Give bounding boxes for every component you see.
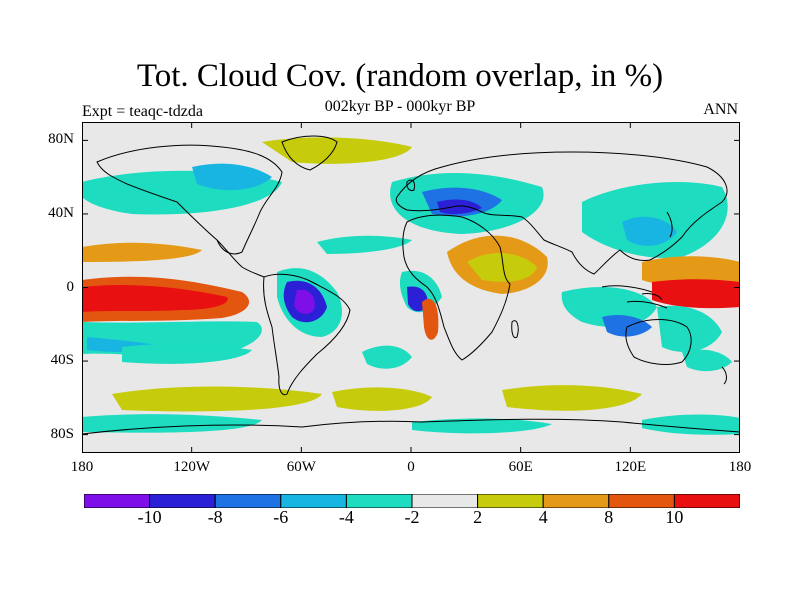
anomaly-patch <box>502 385 642 411</box>
colorbar-label: 8 <box>604 507 614 527</box>
anomaly-patch <box>294 289 315 314</box>
colorbar-swatch <box>542 494 610 508</box>
anomaly-patch <box>82 285 228 312</box>
lat-label: 80N <box>48 131 74 148</box>
anomaly-patch <box>437 199 482 215</box>
anomaly-patch <box>412 418 552 434</box>
anomaly-patch <box>682 349 732 372</box>
season-label: ANN <box>703 101 738 118</box>
coastline-uk <box>406 179 415 191</box>
colorbar-swatch <box>149 494 216 508</box>
coastline-europe-asia <box>395 151 728 275</box>
coastline-central-america <box>216 239 265 278</box>
colorbar-label: -6 <box>273 507 289 527</box>
colorbar-label: -2 <box>404 507 420 527</box>
lon-label: 60E <box>508 459 533 475</box>
colorbar-swatch <box>345 494 413 508</box>
anomaly-patch <box>642 414 740 435</box>
coastline-new-zealand <box>721 366 727 385</box>
coastline-australia <box>625 319 692 365</box>
lat-label: 80S <box>50 425 74 442</box>
anomaly-patch <box>82 242 202 262</box>
anomaly-patch <box>332 387 432 411</box>
colorbar-label: 4 <box>538 507 548 527</box>
lat-label: 40S <box>50 352 74 369</box>
colorbar-label: -4 <box>338 507 354 527</box>
colorbar-label: -10 <box>137 507 162 527</box>
colorbar-swatch <box>84 494 151 508</box>
colorbar-swatch <box>673 494 740 508</box>
colorbar-label: 2 <box>473 507 483 527</box>
colorbar-swatch <box>280 494 347 508</box>
coastline-south-america <box>263 273 351 396</box>
lon-label: 0 <box>407 459 415 475</box>
lon-label: 180 <box>70 459 94 475</box>
anomaly-patch <box>422 298 439 340</box>
period-label: 002kyr BP - 000kyr BP <box>324 98 476 115</box>
coastline-north-america <box>96 144 283 255</box>
colorbar-swatch <box>477 494 544 508</box>
anomaly-patch <box>82 414 262 433</box>
colorbar-swatch <box>608 494 675 508</box>
anomaly-patch <box>317 235 412 254</box>
anomaly-fields <box>82 137 740 435</box>
lat-label: 40N <box>48 204 74 221</box>
anomaly-patch <box>192 163 272 191</box>
anomaly-patch <box>622 216 677 246</box>
colorbar-swatch <box>411 494 479 508</box>
anomaly-patch <box>652 279 740 309</box>
map-canvas <box>82 122 740 453</box>
coastlines <box>82 135 740 435</box>
coastline-africa <box>402 214 511 361</box>
anomaly-patch <box>362 345 412 369</box>
anomaly-patch <box>657 305 722 352</box>
anomaly-patch <box>122 344 252 364</box>
anomaly-patch <box>602 315 652 337</box>
map-ticks <box>82 122 740 453</box>
lon-label: 120W <box>173 459 210 475</box>
lon-label: 120E <box>614 459 647 475</box>
colorbar-label: 10 <box>665 507 684 527</box>
anomaly-patch <box>467 252 537 282</box>
lat-label: 0 <box>66 278 75 295</box>
anomaly-patch <box>112 386 322 412</box>
anomaly-patch <box>262 137 412 164</box>
colorbar-label: -8 <box>207 507 223 527</box>
coastline-indonesia <box>601 285 668 309</box>
coastline-antarctica <box>82 418 740 435</box>
colorbar <box>84 494 740 508</box>
plot-title: Tot. Cloud Cov. (random overlap, in %) <box>136 58 664 94</box>
experiment-label: Expt = teaqc-tdzda <box>82 103 203 120</box>
world-map <box>82 122 740 453</box>
coastline-japan <box>666 211 673 238</box>
lon-label: 180 <box>728 459 752 475</box>
coastline-madagascar <box>511 320 519 339</box>
coastline-greenland <box>281 135 338 171</box>
lon-label: 60W <box>286 459 316 475</box>
colorbar-swatch <box>214 494 282 508</box>
